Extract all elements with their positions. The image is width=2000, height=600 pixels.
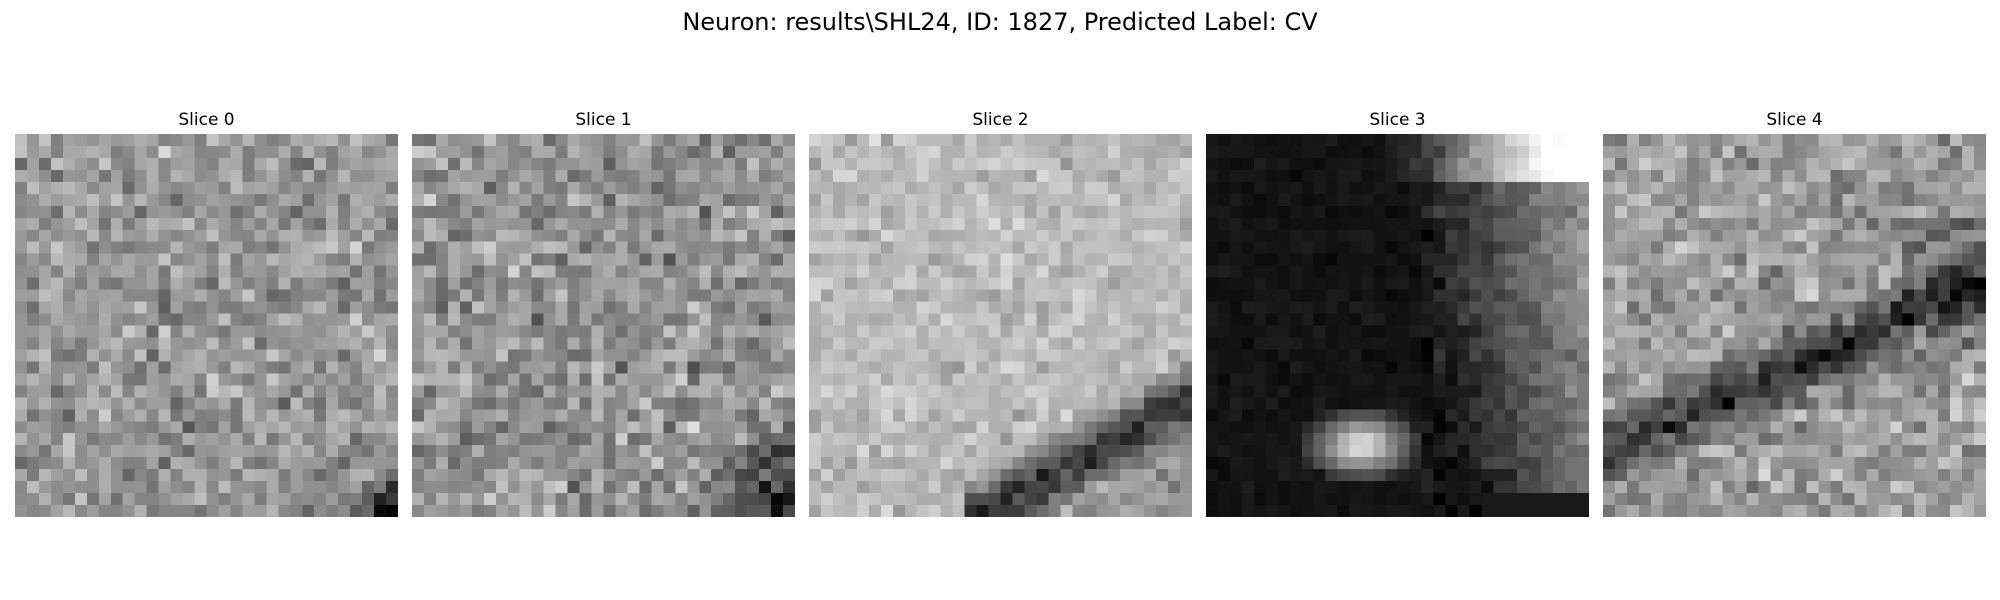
slice-title-2: Slice 2 xyxy=(972,110,1029,130)
slice-image-2 xyxy=(809,134,1192,517)
figure-title: Neuron: results\SHL24, ID: 1827, Predict… xyxy=(682,8,1318,36)
slice-title-4: Slice 4 xyxy=(1766,110,1823,130)
slice-title-3: Slice 3 xyxy=(1369,110,1426,130)
slice-panel-4: Slice 4 xyxy=(1603,108,1986,518)
slice-title-1: Slice 1 xyxy=(575,110,632,130)
slice-panel-0: Slice 0 xyxy=(15,108,398,518)
slice-panel-1: Slice 1 xyxy=(412,108,795,518)
slice-panel-3: Slice 3 xyxy=(1206,108,1589,518)
slice-image-1 xyxy=(412,134,795,517)
slice-image-0 xyxy=(15,134,398,517)
slice-title-0: Slice 0 xyxy=(178,110,235,130)
slice-image-3 xyxy=(1206,134,1589,517)
slice-panel-2: Slice 2 xyxy=(809,108,1192,518)
slice-image-4 xyxy=(1603,134,1986,517)
